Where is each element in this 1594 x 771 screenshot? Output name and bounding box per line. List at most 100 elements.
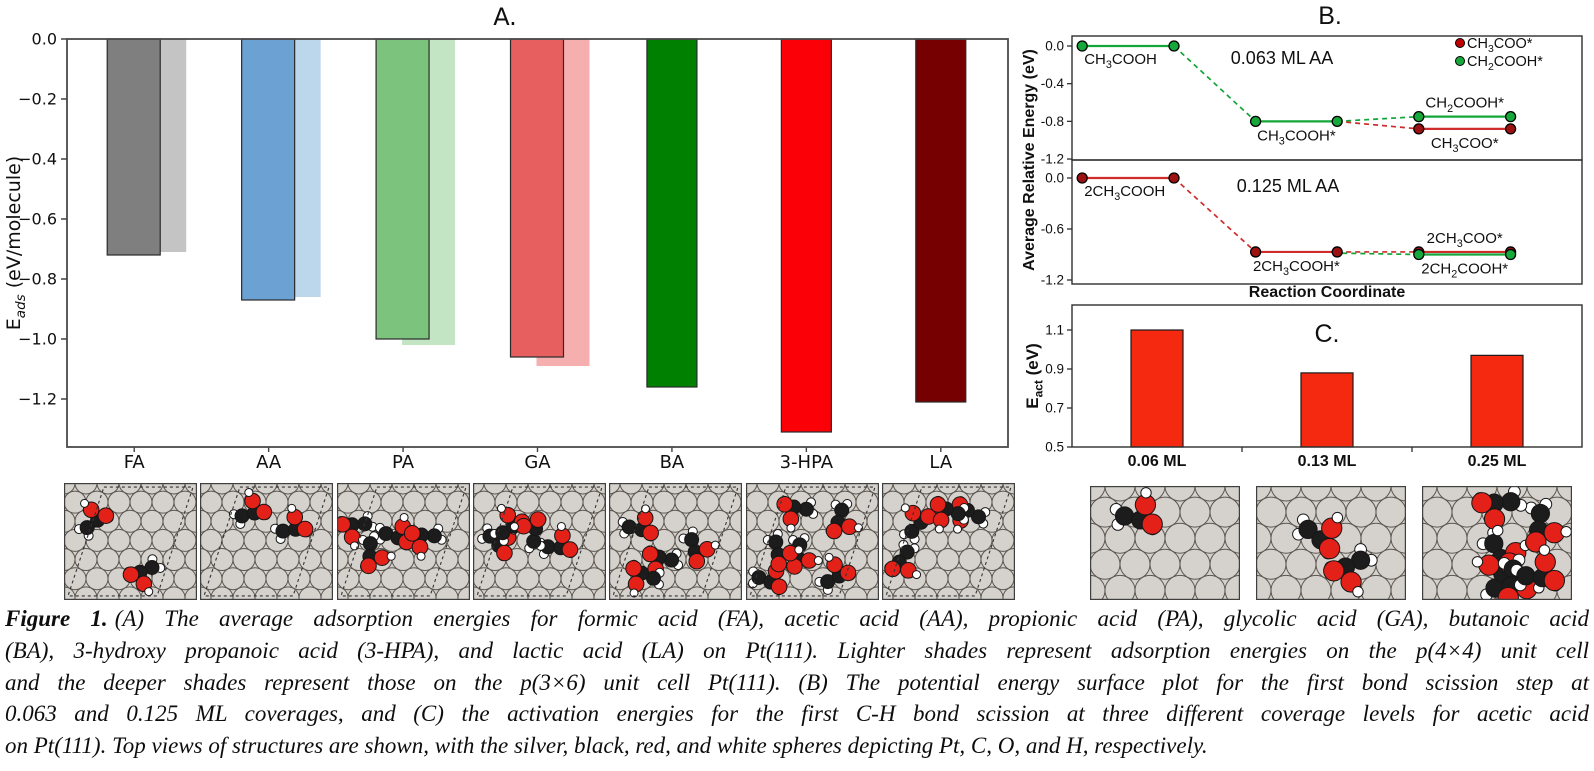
o-atom xyxy=(97,507,115,524)
h-atom xyxy=(496,503,506,513)
y-tick-label: -1.2 xyxy=(1041,152,1064,167)
pt-atom xyxy=(1270,486,1302,502)
h-atom xyxy=(1140,487,1152,499)
h-atom xyxy=(1560,526,1572,538)
pes-marker xyxy=(1413,123,1425,135)
pt-atom xyxy=(969,567,993,591)
pt-atom xyxy=(424,490,448,514)
o-atom xyxy=(297,520,314,538)
pt-atom xyxy=(1119,548,1151,580)
pt-atom xyxy=(560,567,584,591)
c-atom xyxy=(426,528,442,544)
pt-atom xyxy=(855,528,878,552)
pt-atom xyxy=(969,528,993,552)
pt-atom xyxy=(129,528,153,552)
pt-atom xyxy=(1194,574,1226,600)
pt-atom xyxy=(1300,574,1332,600)
pt-atom xyxy=(380,567,404,591)
o-atom xyxy=(561,541,579,558)
pt-atom xyxy=(1224,574,1240,600)
pt-atom xyxy=(582,490,606,514)
pt-atom xyxy=(718,490,742,514)
pt-atom xyxy=(173,528,197,552)
pt-atom xyxy=(609,483,621,495)
figure-caption: Figure 1. (A) The average adsorption ener… xyxy=(5,603,1589,762)
pt-atom xyxy=(118,483,142,495)
coverage-annotation: 0.125 ML AA xyxy=(1237,176,1339,196)
y-tick-label: −0.4 xyxy=(18,150,57,169)
pt-atom xyxy=(162,483,186,495)
pt-atom xyxy=(958,483,982,495)
pt-atom xyxy=(162,509,186,533)
pt-atom xyxy=(991,490,1015,514)
o-atom xyxy=(769,555,787,573)
pt-atom xyxy=(85,567,109,591)
pt-atom xyxy=(1194,486,1226,502)
pt-atom xyxy=(1422,496,1453,528)
pes-state-label: CH2COOH* xyxy=(1425,95,1504,115)
pt-atom xyxy=(151,490,175,514)
x-tick-label-FA: FA xyxy=(124,452,146,473)
o-atom xyxy=(1543,569,1566,592)
o-atom xyxy=(929,496,947,513)
pt-atom xyxy=(1422,486,1438,502)
o-atom xyxy=(825,522,842,540)
pt-atom xyxy=(276,548,300,572)
pt-atom xyxy=(1360,486,1392,502)
o-atom xyxy=(1141,513,1163,535)
x-tick-label-3-HPA: 3-HPA xyxy=(780,452,834,473)
y-tick-label: −0.6 xyxy=(18,210,57,229)
tile-border xyxy=(1422,486,1572,600)
o-atom xyxy=(642,524,660,542)
pt-atom xyxy=(424,567,448,591)
pt-atom xyxy=(696,567,720,591)
structure-FA xyxy=(64,483,197,600)
caption-lead: Figure 1. xyxy=(5,606,108,631)
pt-atom xyxy=(358,490,382,514)
pt-atom xyxy=(538,567,562,591)
h-atom xyxy=(641,504,651,514)
c-atom xyxy=(1298,519,1318,540)
pt-atom xyxy=(380,490,404,514)
pt-atom xyxy=(1164,486,1196,502)
pes-marker xyxy=(1504,123,1517,135)
y-tick-label: −0.2 xyxy=(18,90,57,109)
c-atom xyxy=(904,523,920,539)
tile-border xyxy=(472,483,606,600)
pt-atom xyxy=(663,483,687,495)
unit-cell-outline xyxy=(476,486,603,597)
pt-atom xyxy=(483,483,507,495)
pt-atom xyxy=(745,483,757,495)
pt-atom xyxy=(1436,574,1468,600)
h-atom xyxy=(144,587,154,597)
pt-atom xyxy=(494,567,518,591)
pt-atom xyxy=(347,483,371,495)
h-atom xyxy=(900,503,910,513)
y-tick-label: -0.6 xyxy=(1041,222,1064,237)
pt-atom xyxy=(1300,486,1332,502)
pt-atom xyxy=(1194,522,1226,554)
pes-connection xyxy=(1173,177,1257,253)
bar-0.13ML xyxy=(1300,372,1354,448)
structure-BA xyxy=(609,483,743,600)
pt-atom xyxy=(472,490,496,514)
pt-atom xyxy=(472,483,485,495)
pt-atom xyxy=(1256,486,1272,502)
tile-border xyxy=(64,483,197,600)
pt-atom xyxy=(391,548,415,572)
panel-c-activation-chart: 0.06 ML 0.13 ML 0.25 ML 1.1 0.9 0.7 0.5 C. Eact … xyxy=(1023,304,1583,470)
pt-atom xyxy=(674,490,698,514)
pt-atom xyxy=(516,567,540,591)
pt-atom xyxy=(991,567,1015,591)
pt-atom xyxy=(609,490,632,514)
c-atom xyxy=(79,520,95,536)
bar-dark-LA xyxy=(915,38,967,403)
y-tick-label: 0.9 xyxy=(1045,362,1064,377)
coverage-annotation: 0.063 ML AA xyxy=(1231,48,1333,68)
legend-marker-green xyxy=(1455,56,1465,66)
c-atom xyxy=(234,508,250,524)
structure-0.25ML xyxy=(1422,486,1572,600)
tile-border xyxy=(881,483,1015,600)
o-atom xyxy=(255,503,273,521)
